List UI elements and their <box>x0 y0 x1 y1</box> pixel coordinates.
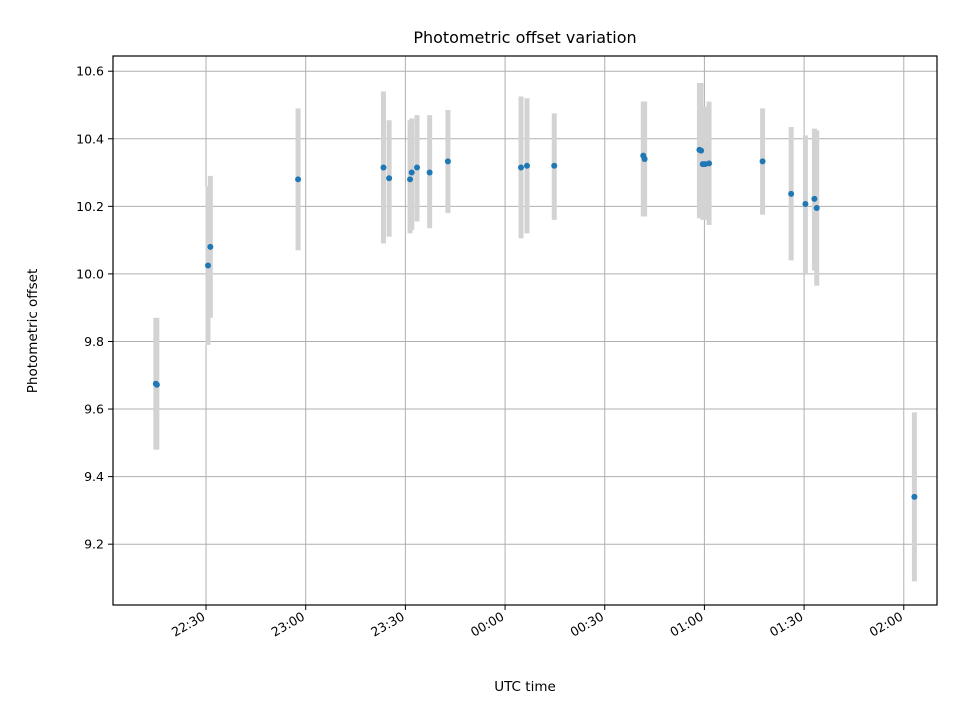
data-point <box>380 164 387 171</box>
data-points <box>152 146 918 500</box>
data-point <box>153 381 160 388</box>
data-point <box>518 164 525 171</box>
data-point <box>811 195 818 202</box>
data-point <box>802 200 809 207</box>
chart-title: Photometric offset variation <box>413 28 636 47</box>
data-point <box>759 158 766 165</box>
y-tick-label: 9.6 <box>84 402 104 417</box>
data-point <box>407 176 414 183</box>
data-point <box>523 162 530 169</box>
data-point <box>444 158 451 165</box>
data-point <box>706 160 713 167</box>
data-point <box>551 162 558 169</box>
y-tick-label: 9.4 <box>84 469 104 484</box>
data-point <box>414 164 421 171</box>
data-point <box>386 175 393 182</box>
data-point <box>813 205 820 212</box>
y-tick-label: 9.8 <box>84 334 104 349</box>
data-point <box>426 169 433 176</box>
data-point <box>295 176 302 183</box>
x-axis-label: UTC time <box>494 679 556 695</box>
data-point <box>911 493 918 500</box>
data-point <box>698 147 705 154</box>
y-axis-label: Photometric offset <box>25 269 41 393</box>
data-point <box>408 169 415 176</box>
data-point <box>205 262 212 269</box>
data-point <box>788 190 795 197</box>
data-point <box>641 156 648 163</box>
data-point <box>207 243 214 250</box>
y-tick-label: 10.0 <box>76 266 104 281</box>
y-tick-label: 10.2 <box>76 199 104 214</box>
y-tick-label: 9.2 <box>84 537 104 552</box>
y-axis-ticks: 9.2 9.4 9.6 9.8 10.0 10.2 10.4 10.6 <box>76 64 113 552</box>
y-tick-label: 10.4 <box>76 131 104 146</box>
y-tick-label: 10.6 <box>76 64 104 79</box>
plot-frame <box>112 55 938 606</box>
